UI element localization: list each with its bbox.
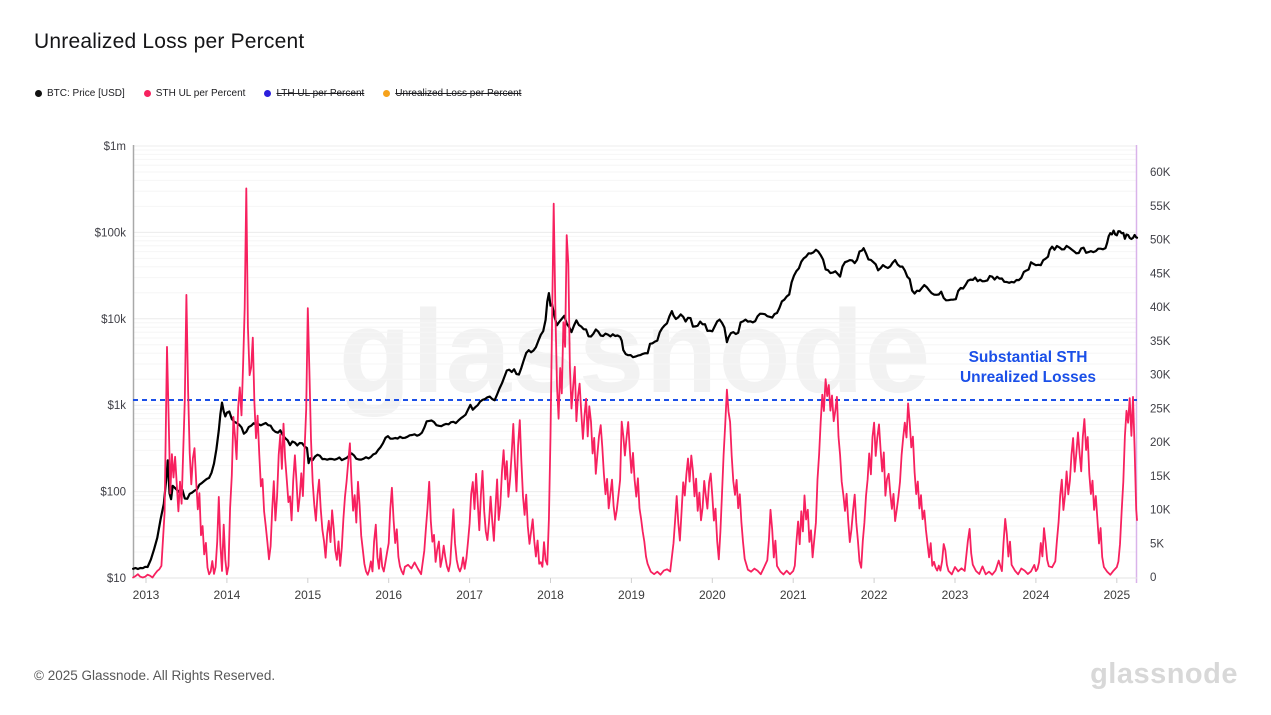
x-tick-label: 2014 bbox=[214, 588, 241, 602]
annotation-callout: Substantial STH Unrealized Losses bbox=[925, 348, 1131, 388]
page-title: Unrealized Loss per Percent bbox=[34, 30, 305, 53]
y-left-tick-label: $1k bbox=[107, 400, 126, 412]
y-left-tick-label: $1m bbox=[104, 141, 126, 153]
y-right-tick-label: 20K bbox=[1150, 437, 1171, 449]
series-dot-icon bbox=[143, 90, 151, 97]
btc-price-line bbox=[132, 229, 1139, 571]
copyright-text: © 2025 Glassnode. All Rights Reserved. bbox=[34, 668, 276, 683]
series-dot-icon bbox=[264, 90, 272, 97]
x-tick-label: 2019 bbox=[618, 588, 645, 602]
y-right-tick-label: 55K bbox=[1150, 201, 1171, 213]
legend: BTC: Price [USD] STH UL per Percent LTH … bbox=[35, 88, 521, 99]
y-right-tick-label: 50K bbox=[1150, 235, 1171, 247]
annotation-line2: Unrealized Losses bbox=[959, 369, 1097, 387]
x-tick-label: 2024 bbox=[1023, 588, 1050, 602]
y-left-tick-label: $100 bbox=[100, 487, 126, 499]
y-left-tick-label: $10 bbox=[107, 573, 126, 585]
y-right-tick-label: 45K bbox=[1150, 268, 1171, 280]
y-right-tick-label: 15K bbox=[1150, 471, 1171, 483]
y-right-tick-label: 5K bbox=[1150, 538, 1164, 550]
y-right-tick-label: 10K bbox=[1150, 505, 1171, 517]
legend-item-unrealized-loss[interactable]: Unrealized Loss per Percent bbox=[383, 88, 521, 99]
legend-label: LTH UL per Percent bbox=[276, 88, 365, 99]
legend-item-sth-ul[interactable]: STH UL per Percent bbox=[143, 88, 246, 99]
legend-item-btc-price[interactable]: BTC: Price [USD] bbox=[35, 88, 125, 99]
series-dot-icon bbox=[35, 90, 42, 97]
glassnode-logo: glassnode bbox=[1090, 658, 1238, 690]
x-tick-label: 2017 bbox=[456, 588, 483, 602]
x-tick-label: 2022 bbox=[861, 588, 888, 602]
y-right-tick-label: 40K bbox=[1150, 302, 1171, 314]
y-right-tick-label: 60K bbox=[1150, 167, 1171, 179]
y-left-tick-label: $100k bbox=[95, 227, 127, 239]
legend-label: BTC: Price [USD] bbox=[47, 88, 125, 99]
x-tick-label: 2015 bbox=[294, 588, 321, 602]
series-dot-icon bbox=[383, 90, 391, 97]
annotation-line1: Substantial STH bbox=[968, 349, 1088, 366]
y-left-tick-label: $10k bbox=[101, 314, 126, 326]
sth-ul-line bbox=[132, 187, 1138, 579]
y-right-tick-label: 30K bbox=[1150, 370, 1171, 382]
legend-label: STH UL per Percent bbox=[155, 88, 246, 99]
y-right-tick-label: 0 bbox=[1150, 572, 1156, 584]
x-tick-label: 2016 bbox=[375, 588, 402, 602]
x-tick-label: 2021 bbox=[780, 588, 807, 602]
y-right-tick-label: 35K bbox=[1150, 336, 1171, 348]
legend-item-lth-ul[interactable]: LTH UL per Percent bbox=[264, 88, 364, 99]
x-tick-label: 2023 bbox=[942, 588, 969, 602]
x-tick-label: 2020 bbox=[699, 588, 726, 602]
x-tick-label: 2018 bbox=[537, 588, 564, 602]
y-right-tick-label: 25K bbox=[1150, 403, 1171, 415]
x-tick-label: 2025 bbox=[1103, 588, 1130, 602]
x-tick-label: 2013 bbox=[133, 588, 160, 602]
glassnode-watermark: glassnode bbox=[338, 286, 932, 418]
legend-label: Unrealized Loss per Percent bbox=[395, 88, 522, 99]
